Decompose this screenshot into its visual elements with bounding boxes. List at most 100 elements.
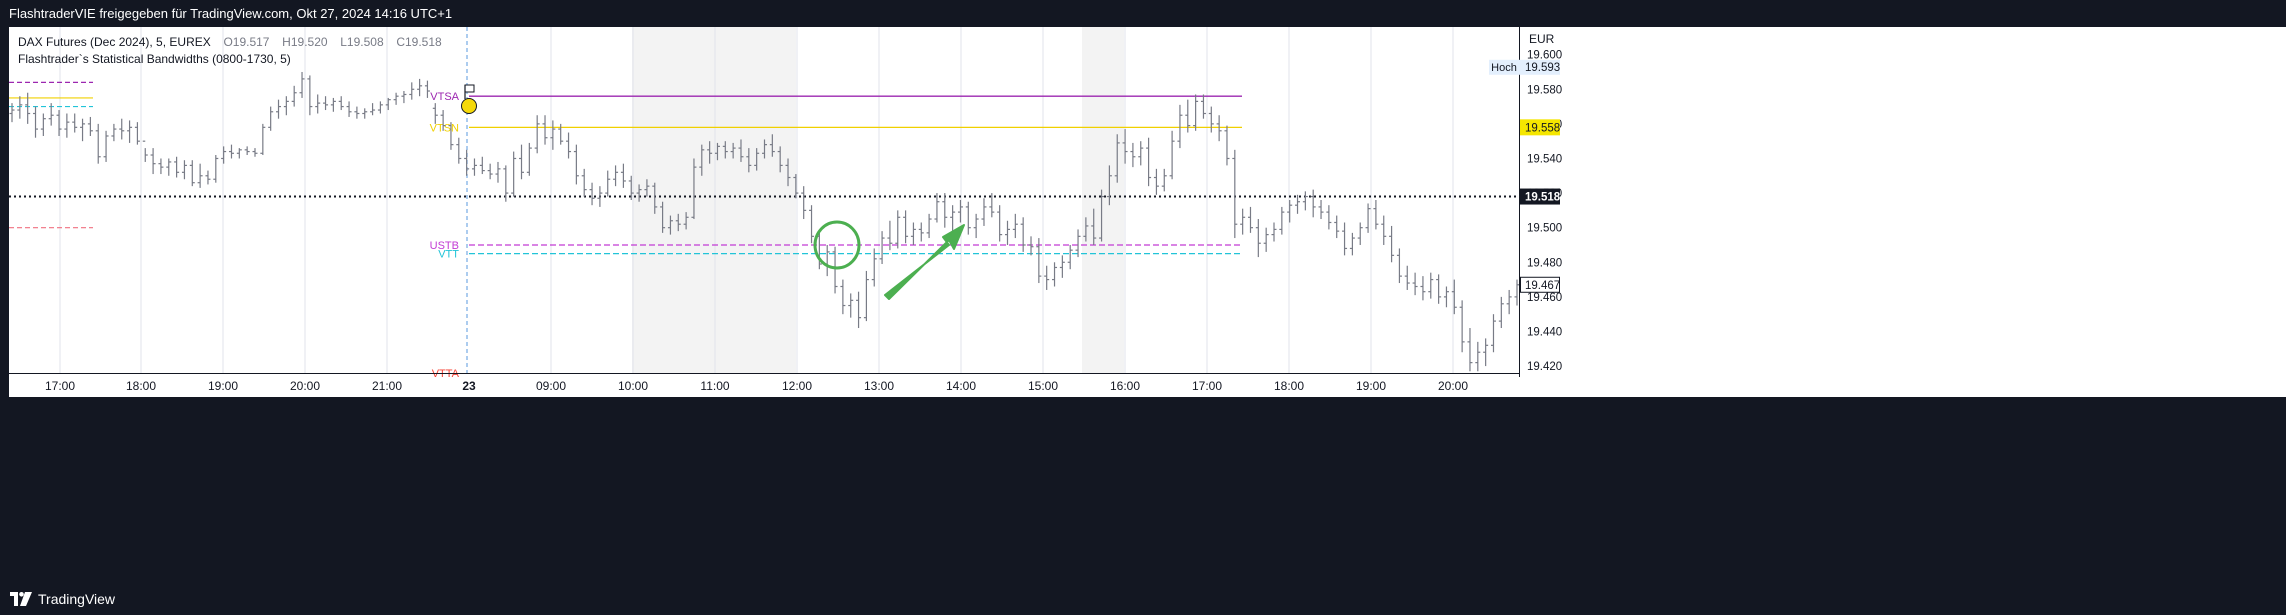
time-tick-label: 09:00 xyxy=(536,379,566,393)
ohlc-bar xyxy=(989,193,995,218)
ohlc-bar xyxy=(1169,130,1175,180)
header-title: FlashtraderVIE freigegeben für TradingVi… xyxy=(9,6,453,21)
legend-close: 19.518 xyxy=(404,35,442,49)
time-tick-label: 11:00 xyxy=(700,379,729,393)
ohlc-bar xyxy=(1459,300,1465,353)
chart-bottom-bg xyxy=(9,397,2286,584)
ohlc-bar xyxy=(503,165,509,202)
ohlc-bar xyxy=(1232,149,1238,239)
ohlc-bar xyxy=(150,148,156,175)
currency-label: EUR xyxy=(1529,32,1555,46)
ohlc-bar xyxy=(714,142,720,161)
ohlc-bar xyxy=(1255,219,1261,258)
ohlc-bar xyxy=(1185,99,1191,133)
ohlc-bar xyxy=(221,146,227,164)
ohlc-bar xyxy=(64,113,70,138)
ohlc-bar xyxy=(832,246,838,294)
ohlc-bar xyxy=(299,71,305,98)
ohlc-bar xyxy=(377,101,383,114)
ohlc-bar xyxy=(1334,215,1340,239)
ohlc-bar xyxy=(856,291,862,329)
ohlc-bar xyxy=(918,222,924,242)
chart-area[interactable]: VTSAVTSNUSTBVTTVTTAEUR19.60019.58019.560… xyxy=(9,27,2286,584)
ohlc-bar xyxy=(566,132,572,159)
ohlc-bar xyxy=(1326,205,1332,230)
ohlc-bar xyxy=(550,120,556,150)
ohlc-bar xyxy=(1467,328,1473,372)
ohlc-bar xyxy=(401,91,407,104)
time-tick-label: 12:00 xyxy=(782,379,812,393)
ohlc-bar xyxy=(495,161,501,183)
legend-low-label: L xyxy=(340,35,347,49)
ohlc-bar xyxy=(1083,217,1089,242)
ohlc-bar xyxy=(667,215,673,235)
price-tick-label: 19.500 xyxy=(1527,223,1562,235)
footer-bar: TradingView xyxy=(0,584,2286,615)
ohlc-bar xyxy=(1091,208,1097,245)
ohlc-bar xyxy=(205,170,211,185)
ohlc-bar xyxy=(1146,137,1152,187)
ohlc-bar xyxy=(730,142,736,159)
ohlc-bar xyxy=(1036,238,1042,284)
legend-open-label: O xyxy=(223,35,233,49)
time-tick-label: 17:00 xyxy=(45,379,75,393)
ohlc-bar xyxy=(1240,208,1246,235)
ohlc-bar xyxy=(158,158,164,175)
ohlc-bar xyxy=(197,163,203,188)
ohlc-bar xyxy=(1263,227,1269,252)
time-tick-label: 18:00 xyxy=(1274,379,1304,393)
time-tick-label: 17:00 xyxy=(1192,379,1222,393)
ohlc-bar xyxy=(573,144,579,185)
ohlc-bar xyxy=(464,149,470,176)
session-shade xyxy=(1082,27,1124,373)
ohlc-bar xyxy=(134,122,140,145)
ohlc-bar xyxy=(1004,220,1010,245)
ohlc-bar xyxy=(338,96,344,111)
ohlc-bar xyxy=(1044,265,1050,290)
time-tick-label: 18:00 xyxy=(126,379,156,393)
ohlc-bar xyxy=(479,156,485,175)
level-label-vtsn: VTSN xyxy=(430,122,459,134)
ohlc-bar xyxy=(103,130,109,162)
ohlc-bar xyxy=(683,212,689,230)
ohlc-bar xyxy=(1028,236,1034,256)
ohlc-bar xyxy=(628,175,634,200)
ohlc-bar xyxy=(1349,232,1355,256)
ohlc-bar xyxy=(40,113,46,136)
ohlc-bar xyxy=(1153,168,1159,195)
chart-svg[interactable]: VTSAVTSNUSTBVTTVTTAEUR19.60019.58019.560… xyxy=(9,27,2286,584)
ohlc-bar xyxy=(111,123,117,142)
level-label-vtt: VTT xyxy=(438,249,459,261)
legend-low: 19.508 xyxy=(346,35,384,49)
ohlc-bar xyxy=(1130,142,1136,168)
price-tick-label: 19.580 xyxy=(1527,84,1562,96)
ohlc-bar xyxy=(1302,191,1308,211)
ohlc-bar xyxy=(1020,217,1026,252)
ohlc-bar xyxy=(1106,165,1112,206)
time-tick-label: 19:00 xyxy=(1356,379,1386,393)
legend-high: 19.520 xyxy=(290,35,328,49)
ohlc-bar xyxy=(213,155,219,183)
ohlc-bar xyxy=(722,141,728,159)
price-label-vtsn: 19.558 xyxy=(1525,122,1560,134)
ohlc-bar xyxy=(754,148,760,171)
ohlc-bar xyxy=(785,158,791,187)
legend-high-label: H xyxy=(282,35,291,49)
tradingview-logo[interactable]: TradingView xyxy=(10,591,115,607)
ohlc-bar xyxy=(863,270,869,322)
ohlc-bar xyxy=(236,148,242,159)
ohlc-bar xyxy=(981,198,987,226)
ohlc-bar xyxy=(291,85,297,107)
ohlc-bar xyxy=(1357,222,1363,245)
ohlc-bar xyxy=(1412,272,1418,296)
ohlc-bar xyxy=(636,184,642,202)
time-tick-label: 23 xyxy=(462,379,476,393)
ohlc-bar xyxy=(432,103,438,124)
ohlc-bar xyxy=(189,160,195,187)
price-label-hoch: 19.593 xyxy=(1525,62,1560,74)
ohlc-bar xyxy=(1161,168,1167,192)
ohlc-bar xyxy=(1224,125,1230,166)
ohlc-bar xyxy=(95,123,101,164)
ohlc-bar xyxy=(777,146,783,173)
ohlc-bar xyxy=(56,110,62,136)
